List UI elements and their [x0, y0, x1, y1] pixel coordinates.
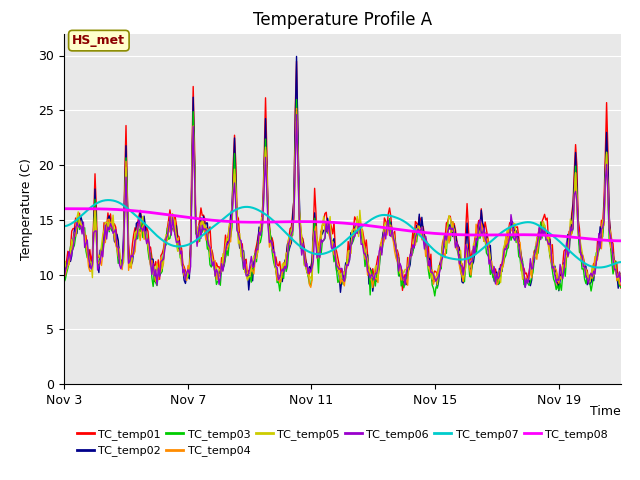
TC_temp01	[449, 224, 457, 229]
TC_temp06	[573, 198, 580, 204]
TC_temp02	[337, 289, 344, 295]
TC_temp03	[573, 195, 580, 201]
TC_temp05	[385, 219, 392, 225]
TC_temp07	[502, 227, 509, 232]
Line: TC_temp08: TC_temp08	[64, 209, 621, 241]
TC_temp01	[617, 285, 625, 291]
TC_temp08	[104, 206, 112, 212]
TC_temp07	[385, 213, 392, 218]
TC_temp04	[449, 219, 457, 225]
TC_temp05	[60, 268, 68, 274]
Line: TC_temp06: TC_temp06	[64, 115, 621, 288]
TC_temp03	[617, 284, 625, 290]
TC_temp04	[573, 206, 580, 212]
Text: Time: Time	[590, 405, 621, 418]
Line: TC_temp05: TC_temp05	[64, 121, 621, 284]
TC_temp06	[522, 285, 529, 290]
TC_temp01	[573, 163, 580, 168]
TC_temp07	[103, 197, 111, 203]
TC_temp05	[573, 192, 580, 198]
Legend: TC_temp01, TC_temp02, TC_temp03, TC_temp04, TC_temp05, TC_temp06, TC_temp07, TC_: TC_temp01, TC_temp02, TC_temp03, TC_temp…	[72, 425, 612, 461]
TC_temp02	[573, 182, 580, 188]
Line: TC_temp02: TC_temp02	[64, 57, 621, 292]
TC_temp01	[492, 266, 499, 272]
TC_temp03	[492, 280, 499, 286]
TC_temp05	[103, 220, 111, 226]
TC_temp07	[490, 236, 498, 241]
TC_temp08	[502, 232, 509, 238]
TC_temp08	[70, 206, 78, 212]
TC_temp08	[572, 235, 579, 240]
TC_temp04	[617, 274, 625, 280]
TC_temp06	[385, 217, 392, 223]
TC_temp03	[103, 229, 111, 235]
Line: TC_temp01: TC_temp01	[64, 61, 621, 290]
TC_temp04	[492, 274, 499, 280]
TC_temp02	[449, 234, 457, 240]
TC_temp06	[617, 279, 625, 285]
TC_temp01	[385, 211, 392, 217]
TC_temp05	[292, 118, 300, 124]
TC_temp06	[490, 264, 498, 270]
TC_temp08	[448, 231, 456, 237]
Line: TC_temp04: TC_temp04	[64, 108, 621, 288]
TC_temp01	[103, 224, 111, 230]
Text: HS_met: HS_met	[72, 34, 125, 47]
TC_temp01	[503, 234, 511, 240]
TC_temp06	[502, 247, 509, 252]
TC_temp08	[60, 206, 68, 212]
TC_temp04	[369, 285, 376, 290]
TC_temp02	[292, 54, 300, 60]
TC_temp05	[433, 281, 441, 287]
TC_temp07	[595, 264, 603, 270]
TC_temp07	[104, 197, 112, 203]
TC_temp05	[449, 229, 457, 235]
TC_temp04	[292, 106, 300, 111]
Line: TC_temp03: TC_temp03	[64, 99, 621, 296]
TC_temp02	[103, 225, 111, 231]
TC_temp06	[60, 276, 68, 282]
TC_temp03	[503, 246, 511, 252]
TC_temp08	[617, 238, 625, 244]
TC_temp05	[503, 228, 511, 233]
TC_temp06	[292, 112, 300, 118]
TC_temp01	[60, 264, 68, 269]
TC_temp02	[492, 278, 499, 284]
TC_temp04	[60, 267, 68, 273]
Line: TC_temp07: TC_temp07	[64, 200, 621, 267]
TC_temp08	[385, 225, 392, 231]
TC_temp07	[617, 259, 625, 265]
TC_temp07	[60, 223, 68, 229]
Y-axis label: Temperature (C): Temperature (C)	[20, 158, 33, 260]
TC_temp03	[60, 279, 68, 285]
TC_temp06	[448, 227, 456, 232]
TC_temp04	[503, 245, 511, 251]
TC_temp01	[399, 288, 406, 293]
TC_temp05	[492, 273, 499, 278]
TC_temp02	[60, 274, 68, 280]
TC_temp02	[386, 228, 394, 233]
TC_temp03	[431, 293, 438, 299]
TC_temp04	[386, 222, 394, 228]
TC_temp03	[292, 96, 300, 102]
TC_temp03	[449, 219, 457, 225]
TC_temp06	[103, 236, 111, 242]
TC_temp01	[292, 59, 300, 64]
TC_temp02	[617, 271, 625, 276]
TC_temp07	[572, 253, 579, 259]
TC_temp03	[385, 226, 392, 232]
TC_temp05	[617, 273, 625, 279]
Title: Temperature Profile A: Temperature Profile A	[253, 11, 432, 29]
TC_temp02	[503, 246, 511, 252]
TC_temp07	[448, 256, 456, 262]
TC_temp04	[103, 225, 111, 231]
TC_temp08	[490, 232, 498, 238]
